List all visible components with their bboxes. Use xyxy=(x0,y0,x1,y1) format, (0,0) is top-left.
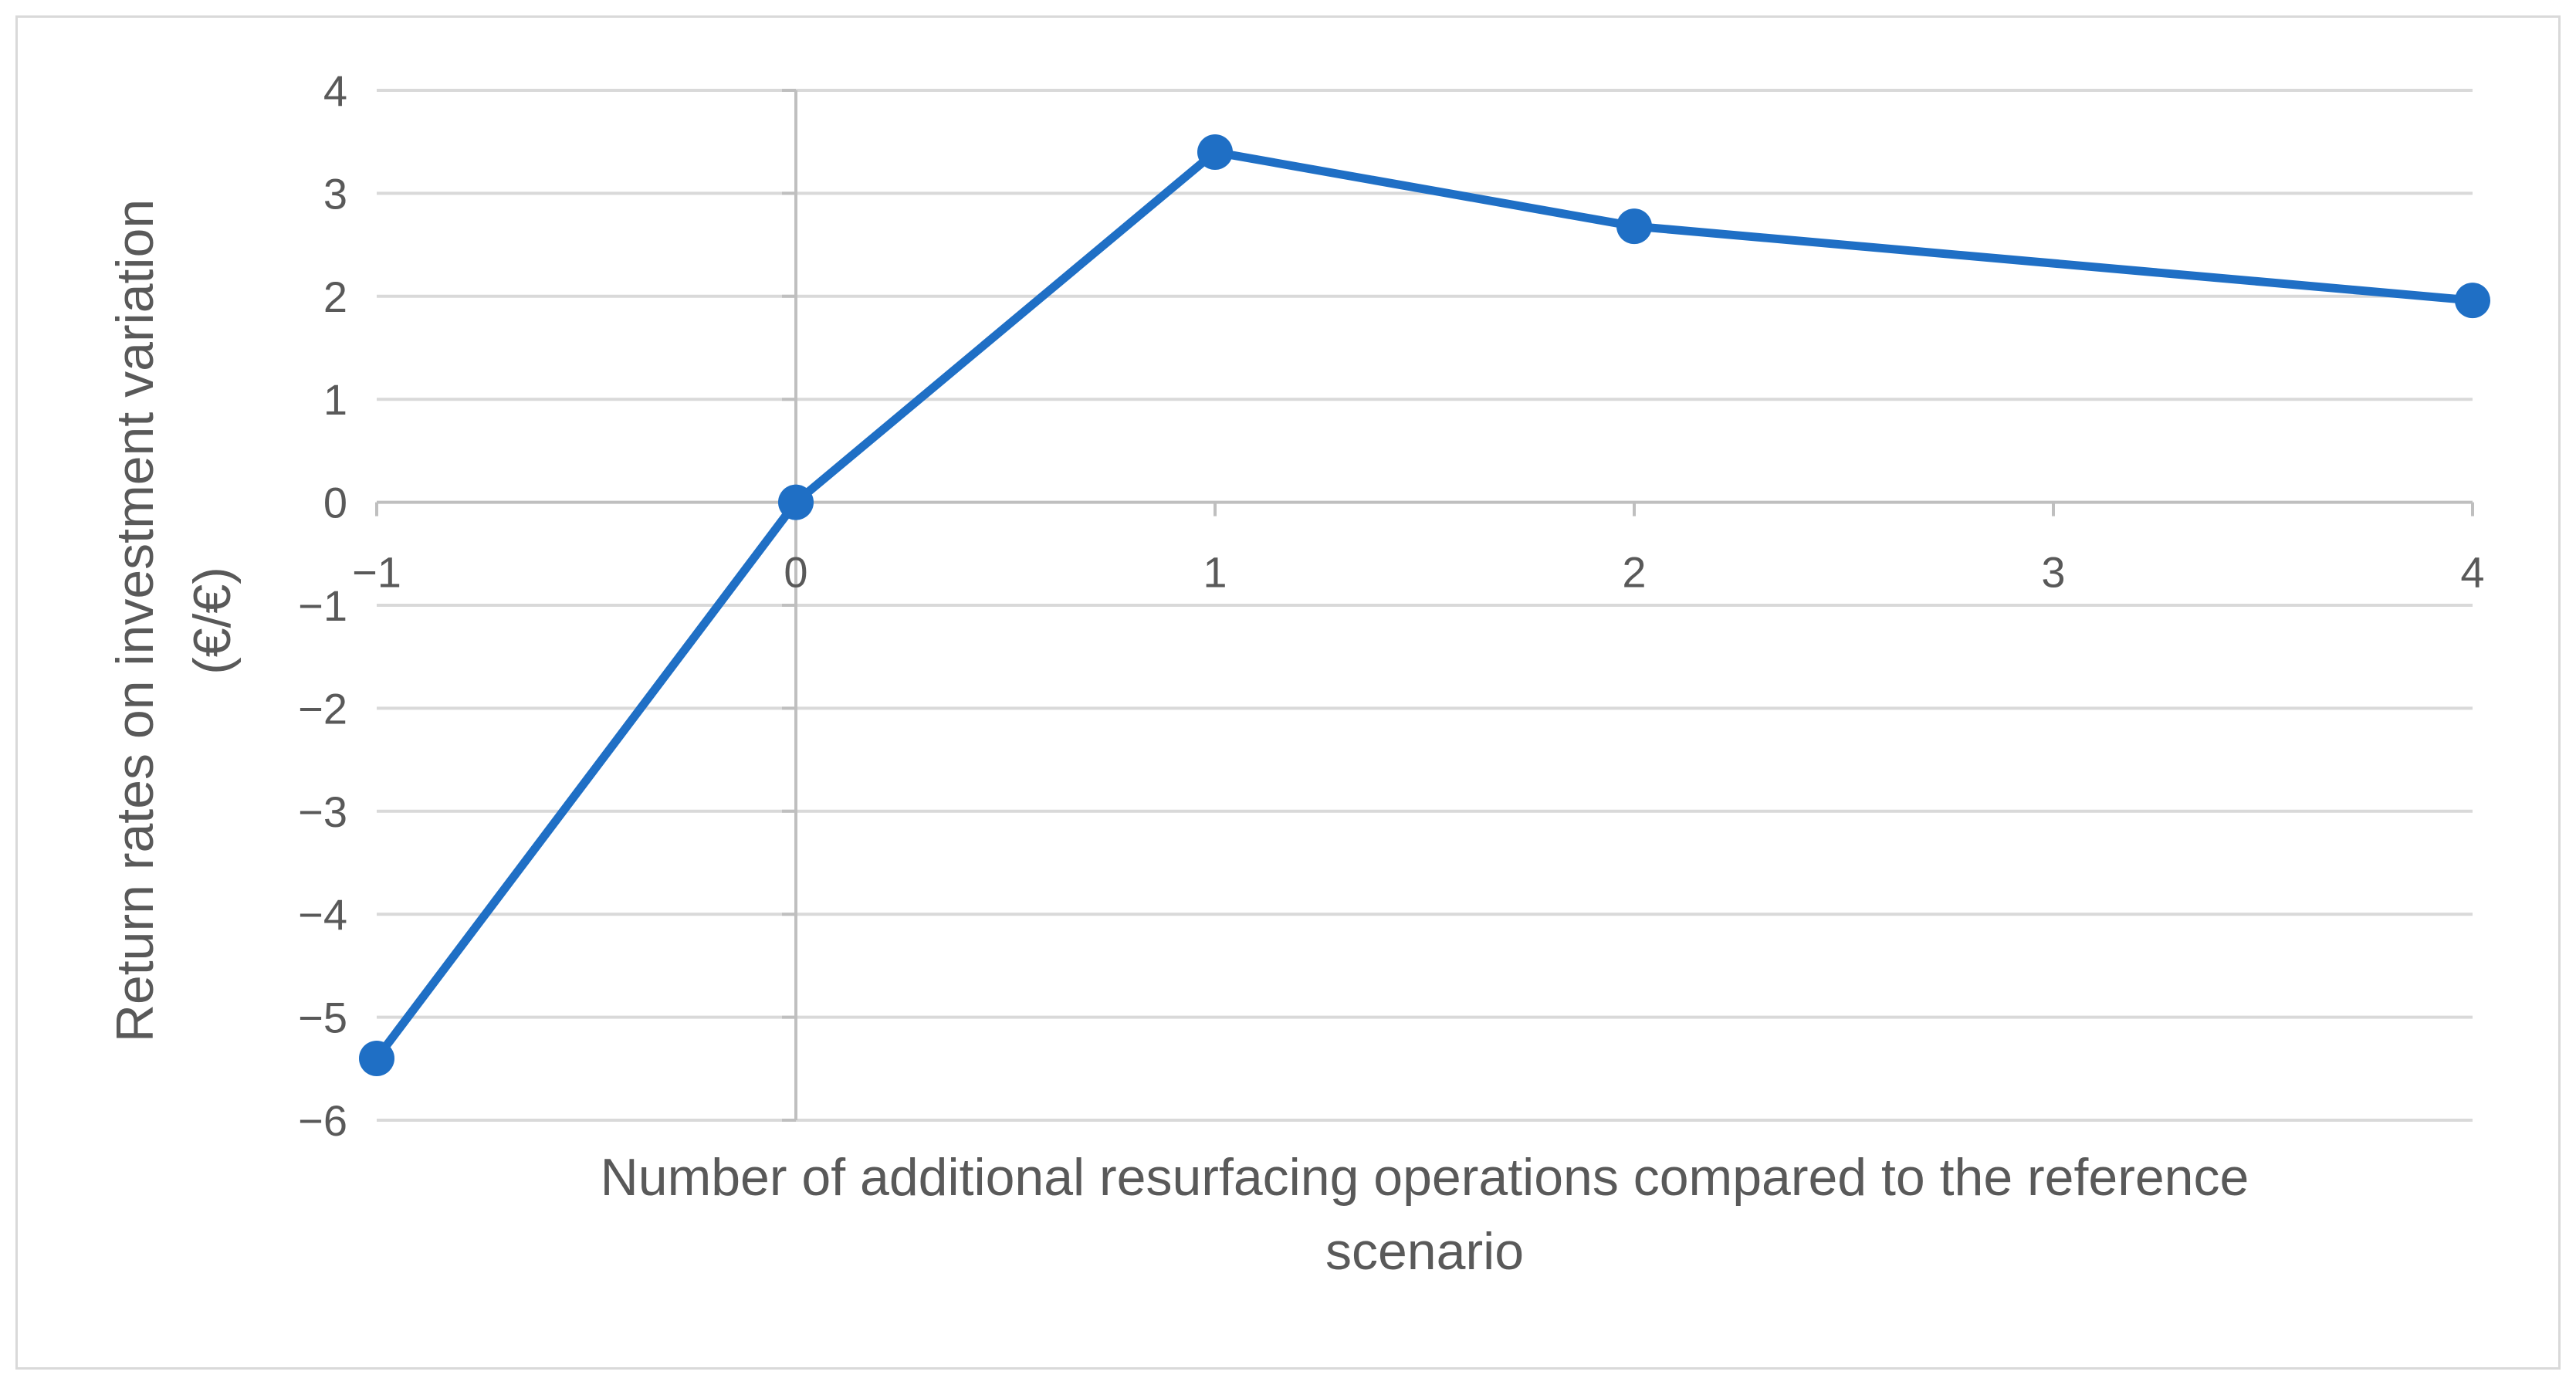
y-tick-label-7: −3 xyxy=(298,787,347,836)
x-tick-label-0: −1 xyxy=(352,548,401,597)
data-point-1 xyxy=(778,484,814,520)
data-point-2 xyxy=(1197,134,1233,171)
y-tick-label-2: 2 xyxy=(323,273,347,321)
y-tick-label-9: −5 xyxy=(298,994,347,1042)
y-tick-label-6: −2 xyxy=(298,684,347,733)
grid-layer xyxy=(377,89,2473,1122)
y-tick-label-0: 4 xyxy=(323,66,347,115)
y-tick-label-8: −4 xyxy=(298,890,347,939)
chart-frame: 4 3 2 1 0 −1 −2 −3 −4 −5 −6 −1 0 1 2 3 4 Number of addit… xyxy=(15,15,2561,1370)
y-tick-label-4: 0 xyxy=(323,479,347,527)
y-tick-label-5: −1 xyxy=(298,581,347,630)
x-tick-label-5: 4 xyxy=(2460,548,2484,597)
y-axis-title-line-1: (€/€) xyxy=(183,567,242,675)
y-tick-label-3: 1 xyxy=(323,375,347,424)
x-tick-label-3: 2 xyxy=(1622,548,1646,597)
axis-layer xyxy=(375,89,2474,1122)
data-point-4 xyxy=(2455,283,2490,319)
data-point-3 xyxy=(1616,208,1652,245)
title-layer: Number of additional resurfacing operati… xyxy=(106,199,2249,1281)
y-tick-label-1: 3 xyxy=(323,169,347,218)
y-axis-title-line-0: Return rates on investment variation xyxy=(106,199,164,1042)
x-tick-label-2: 1 xyxy=(1203,548,1227,597)
series-layer xyxy=(359,134,2490,1076)
data-point-0 xyxy=(359,1040,394,1076)
x-tick-label-1: 0 xyxy=(784,548,807,597)
x-axis-title-line-0: Number of additional resurfacing operati… xyxy=(601,1148,2249,1207)
x-tick-label-4: 3 xyxy=(2041,548,2065,597)
y-tick-label-10: −6 xyxy=(298,1096,347,1145)
x-axis-title-line-1: scenario xyxy=(1325,1222,1524,1281)
